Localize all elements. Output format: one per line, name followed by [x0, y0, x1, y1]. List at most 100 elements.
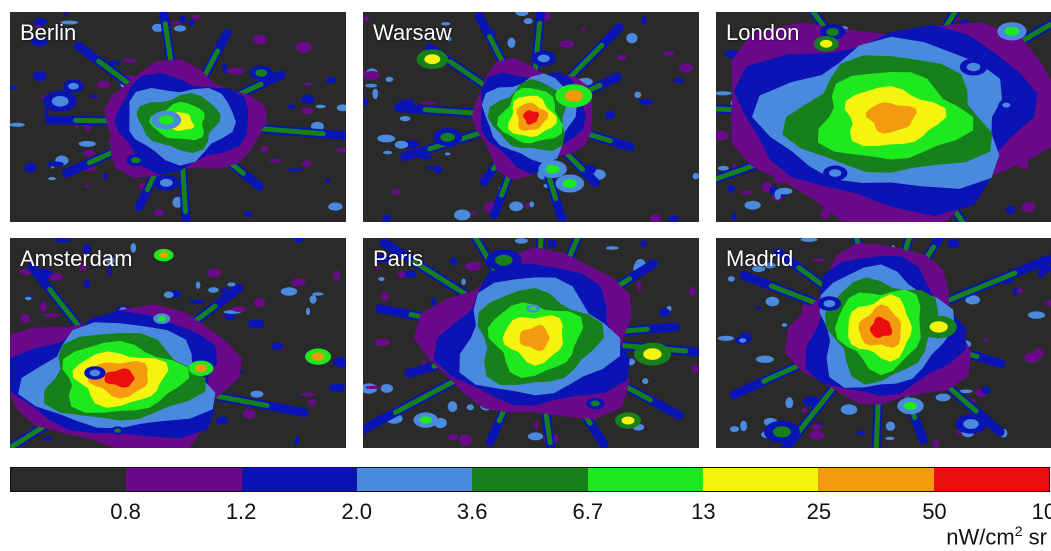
radiance-speckle — [43, 313, 61, 318]
satellite-town-core — [1002, 102, 1011, 108]
radiance-speckle — [741, 190, 752, 195]
radiance-speckle — [242, 408, 256, 419]
radiance-speckle — [717, 165, 729, 171]
radiance-speckle — [328, 202, 343, 211]
city-label-amsterdam: Amsterdam — [20, 246, 133, 271]
radiance-speckle — [250, 390, 264, 398]
radiance-speckle — [378, 277, 385, 281]
radiance-speckle — [122, 58, 137, 63]
satellite-town-core — [621, 416, 635, 425]
radiance-speckle — [447, 433, 459, 441]
radiance-speckle — [801, 407, 808, 413]
satellite-town-core — [440, 132, 455, 142]
radiance-speckle — [731, 213, 737, 221]
radiance-speckle — [40, 301, 47, 313]
radiance-speckle — [269, 158, 282, 163]
radiance-speckle — [243, 211, 253, 217]
radiance-speckle — [650, 214, 662, 222]
radiance-speckle — [291, 278, 306, 287]
radiance-speckle — [935, 393, 951, 402]
satellite-town-core — [643, 348, 662, 360]
radiance-speckle — [380, 384, 394, 393]
panel-london: London — [716, 12, 1051, 222]
radiance-speckle — [130, 243, 137, 253]
radiance-speckle — [304, 82, 313, 87]
satellite-town-core — [131, 157, 141, 164]
radiance-speckle — [523, 18, 533, 25]
satellite-town-core — [194, 364, 208, 373]
panel-paris: Paris — [363, 238, 699, 448]
radiance-speckle — [247, 319, 265, 329]
radiance-speckle — [96, 81, 111, 88]
radiance-speckle — [385, 76, 394, 82]
radiance-speckle — [634, 91, 642, 99]
radiance-speckle — [606, 246, 619, 250]
radiance-speckle — [336, 148, 346, 153]
radiance-speckle — [60, 20, 78, 25]
satellite-town-core — [929, 321, 948, 333]
radiance-speckle — [363, 70, 380, 80]
radiance-speckle — [465, 261, 482, 271]
satellite-town-core — [826, 28, 839, 36]
colorbar-swatch-6 — [702, 468, 819, 491]
radiance-speckle — [727, 276, 735, 282]
radiance-speckle — [328, 383, 346, 392]
radiance-speckle — [447, 36, 452, 41]
radiance-speckle — [280, 287, 298, 296]
satellite-town-core — [89, 369, 101, 377]
satellite-town-core — [158, 115, 174, 125]
radiance-speckle — [305, 307, 311, 316]
colorbar-swatch-4 — [472, 468, 588, 491]
light-map-madrid — [717, 238, 1051, 448]
radiance-speckle — [253, 297, 266, 308]
radiance-speckle — [294, 435, 300, 446]
radiance-speckle — [605, 110, 615, 120]
city-label-warsaw: Warsaw — [373, 20, 452, 45]
radiance-speckle — [286, 168, 304, 172]
radiance-speckle — [965, 295, 981, 305]
radiance-speckle — [43, 436, 53, 441]
radiance-speckle — [885, 421, 895, 431]
satellite-town-core — [966, 62, 981, 72]
radiance-speckle — [83, 279, 91, 288]
panel-amsterdam: Amsterdam — [10, 238, 346, 448]
radiance-speckle — [507, 37, 516, 48]
radiance-speckle — [1012, 287, 1019, 296]
radiance-speckle — [1027, 311, 1046, 319]
colorbar-swatch-8 — [933, 468, 1049, 491]
radiance-speckle — [309, 295, 317, 304]
radiance-speckle — [981, 386, 991, 395]
radiance-speckle — [515, 12, 529, 17]
radiance-speckle — [30, 37, 48, 47]
radiance-speckle — [800, 238, 818, 242]
satellite-town-core — [562, 179, 577, 188]
unit-sup: 2 — [1014, 523, 1023, 539]
satellite-town-core — [311, 352, 325, 361]
radiance-speckle — [363, 16, 370, 22]
radiance-speckle — [271, 342, 284, 351]
radiance-speckle — [152, 23, 164, 32]
light-map-warsaw — [363, 12, 699, 222]
radiance-speckle — [639, 98, 654, 105]
colorbar-swatch-1 — [126, 468, 242, 491]
radiance-speckle — [154, 209, 165, 217]
radiance-speckle — [62, 12, 68, 16]
radiance-speckle — [821, 208, 830, 220]
colorbar-tick-label: 100 — [1031, 499, 1051, 524]
radiance-speckle — [375, 338, 390, 347]
radiance-speckle — [252, 34, 268, 45]
radiance-speckle — [716, 130, 730, 141]
radiance-speckle — [559, 40, 575, 48]
radiance-speckle — [48, 177, 56, 181]
radiance-speckle — [312, 292, 324, 296]
radiance-speckle — [325, 76, 337, 84]
radiance-speckle — [441, 22, 451, 26]
light-map-london — [716, 12, 1051, 222]
radiance-speckle — [885, 436, 895, 441]
radiance-speckle — [372, 88, 379, 100]
radiance-speckle — [740, 420, 748, 432]
city-label-berlin: Berlin — [20, 20, 77, 45]
radiance-speckle — [10, 122, 25, 127]
radiance-speckle — [663, 50, 675, 56]
radiance-speckle — [18, 269, 32, 275]
